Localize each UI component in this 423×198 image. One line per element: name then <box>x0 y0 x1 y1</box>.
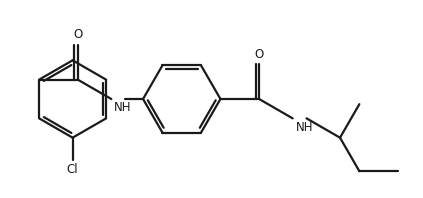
Text: O: O <box>73 28 82 41</box>
Text: NH: NH <box>114 102 132 114</box>
Text: Cl: Cl <box>67 164 78 176</box>
Text: NH: NH <box>296 121 313 134</box>
Text: O: O <box>255 48 264 61</box>
